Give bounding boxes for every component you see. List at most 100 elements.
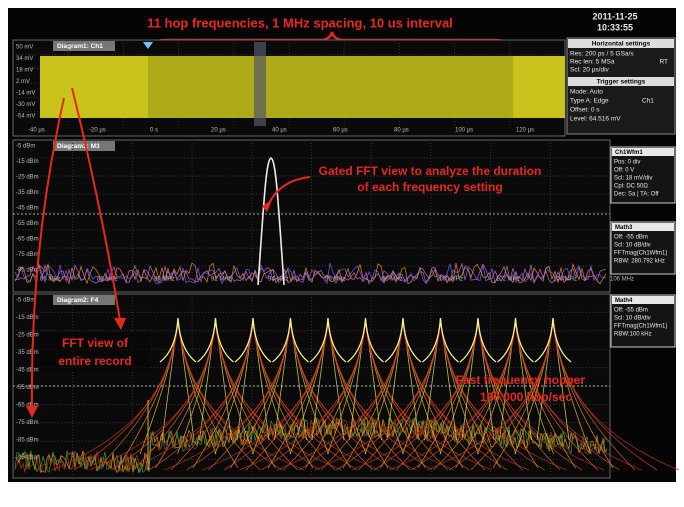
info-line: FFTmag(Ch1Wfm1) bbox=[614, 251, 667, 257]
settings-header bbox=[568, 77, 674, 86]
arrow bbox=[267, 176, 311, 206]
arrow bbox=[71, 87, 121, 321]
layer: 11 hop frequencies, 1 MHz spacing, 10 us… bbox=[12, 11, 680, 479]
annotation: Fast frequency hopper bbox=[456, 373, 586, 387]
hop-peak bbox=[159, 317, 197, 363]
info-box-header bbox=[612, 296, 674, 304]
info-box bbox=[610, 146, 676, 204]
y-tick-label: -65 dBm bbox=[16, 237, 39, 243]
setting: RT bbox=[659, 59, 668, 66]
info-box-header bbox=[612, 148, 674, 156]
panel-tab bbox=[53, 295, 115, 305]
arrowhead bbox=[26, 406, 38, 418]
hop-peak bbox=[347, 317, 384, 363]
x-tick-label: 104 MHz bbox=[553, 277, 577, 283]
y-tick-label: -45 dBm bbox=[16, 368, 39, 374]
arrowhead bbox=[114, 318, 126, 330]
x-tick-label: -20 µs bbox=[89, 128, 106, 134]
info-line: RBW: 280.792 kHz bbox=[614, 259, 665, 265]
info-line: Off: -55 dBm bbox=[614, 308, 648, 314]
time: 10:33:55 bbox=[597, 22, 633, 32]
annotation: 100.000 hop/sec bbox=[480, 390, 572, 404]
x-tick-label: 20 µs bbox=[211, 128, 226, 134]
info-box-header bbox=[612, 223, 674, 231]
info-line: RBW:100 kHz bbox=[614, 332, 652, 338]
hop-peak bbox=[309, 317, 347, 363]
y-tick-label: -25 dBm bbox=[16, 333, 39, 339]
x-tick-label: 96 MHz bbox=[325, 277, 346, 283]
info-line: Scl: 10 dB/div bbox=[614, 243, 651, 249]
settings-title: Horizontal settings bbox=[592, 41, 651, 48]
info-line: Pos: 0 div bbox=[614, 160, 640, 166]
y-tick-label: -35 dBm bbox=[16, 190, 39, 196]
settings-title: Trigger settings bbox=[597, 79, 646, 86]
info-line: Scl: 10 dB/div bbox=[614, 316, 651, 322]
y-tick-label: -54 mV bbox=[16, 114, 35, 120]
y-tick-label: 50 mV bbox=[16, 45, 33, 51]
info-line: Scl: 18 mV/div bbox=[614, 176, 652, 182]
y-tick-label: -85 dBm bbox=[16, 268, 39, 274]
settings-header bbox=[568, 39, 674, 48]
x-tick-label: 102 MHz bbox=[496, 277, 520, 283]
setting: Level: 64.516 mV bbox=[570, 116, 621, 123]
panel-title: Diagram2: F4 bbox=[57, 297, 99, 304]
gate-region bbox=[254, 42, 266, 126]
x-tick-label: 80 µs bbox=[394, 128, 409, 134]
setting: Type A: Edge bbox=[570, 98, 609, 105]
x-tick-label: -40 µs bbox=[28, 128, 45, 134]
hop-peak bbox=[234, 317, 272, 363]
x-tick-label: 88 MHz bbox=[97, 277, 118, 283]
panel-title: Diagram1: Ch1 bbox=[57, 43, 103, 50]
hop-peak bbox=[534, 317, 572, 363]
trigger-marker bbox=[143, 42, 153, 49]
y-tick-label: 2 mV bbox=[16, 79, 30, 85]
y-tick-label: -65 dBm bbox=[16, 403, 39, 409]
hop-peak bbox=[459, 317, 497, 363]
x-tick-label: 40 µs bbox=[272, 128, 287, 134]
annotation-bg bbox=[40, 332, 150, 372]
y-tick-label: 34 mV bbox=[16, 56, 33, 62]
y-tick-label: -30 mV bbox=[16, 102, 35, 108]
setting: Res: 200 ps / 5 GSa/s bbox=[570, 51, 634, 58]
x-tick-label: 106 MHz bbox=[610, 277, 634, 283]
date: 2011-11-25 bbox=[592, 11, 637, 21]
arrow bbox=[30, 97, 65, 411]
y-tick-label: -75 dBm bbox=[16, 420, 39, 426]
y-tick-label: -15 dBm bbox=[16, 159, 39, 165]
y-tick-label: -14 mV bbox=[16, 91, 35, 97]
hop-peak bbox=[497, 317, 534, 363]
x-tick-label: 120 µs bbox=[516, 128, 534, 134]
y-tick-label: -25 dBm bbox=[16, 175, 39, 181]
x-tick-label: 100 µs bbox=[455, 128, 473, 134]
waveform-band-dim bbox=[148, 56, 513, 118]
y-tick-label: -5 dBm bbox=[16, 144, 35, 150]
setting: Offset: 0 s bbox=[570, 107, 600, 114]
panel-title: Diagram3: M3 bbox=[57, 143, 100, 150]
info-line: Off: 0 V bbox=[614, 168, 634, 174]
x-tick-label: 92 MHz bbox=[211, 277, 232, 283]
x-tick-label: 60 µs bbox=[333, 128, 348, 134]
x-tick-label: 86 MHz bbox=[40, 277, 61, 283]
info-box-title: Math4 bbox=[615, 298, 633, 304]
annotation: 11 hop frequencies, 1 MHz spacing, 10 us… bbox=[147, 15, 453, 30]
info-line: Dec: Sa | TA: Off bbox=[614, 192, 659, 198]
annotation: Gated FFT view to analyze the duration bbox=[319, 164, 542, 178]
noise-trace bbox=[14, 262, 607, 285]
x-tick-label: 98 MHz bbox=[382, 277, 403, 283]
y-tick-label: -45 dBm bbox=[16, 206, 39, 212]
setting: Rec len: 5 MSa bbox=[570, 59, 615, 66]
info-box-title: Math3 bbox=[615, 225, 633, 231]
annotation: FFT view of bbox=[62, 336, 129, 350]
annotation: entire record bbox=[58, 354, 131, 368]
hop-peak bbox=[422, 317, 459, 363]
panel-tab bbox=[53, 141, 115, 151]
arrowhead bbox=[262, 200, 272, 212]
y-tick-label: -85 dBm bbox=[16, 438, 39, 444]
gated-peak bbox=[257, 157, 285, 286]
y-tick-label: -35 dBm bbox=[16, 350, 39, 356]
info-line: Off: -55 dBm bbox=[614, 235, 648, 241]
annotation: of each frequency setting bbox=[357, 180, 502, 194]
y-tick-label: -5 dBm bbox=[16, 298, 35, 304]
x-tick-label: 0 s bbox=[150, 128, 158, 134]
